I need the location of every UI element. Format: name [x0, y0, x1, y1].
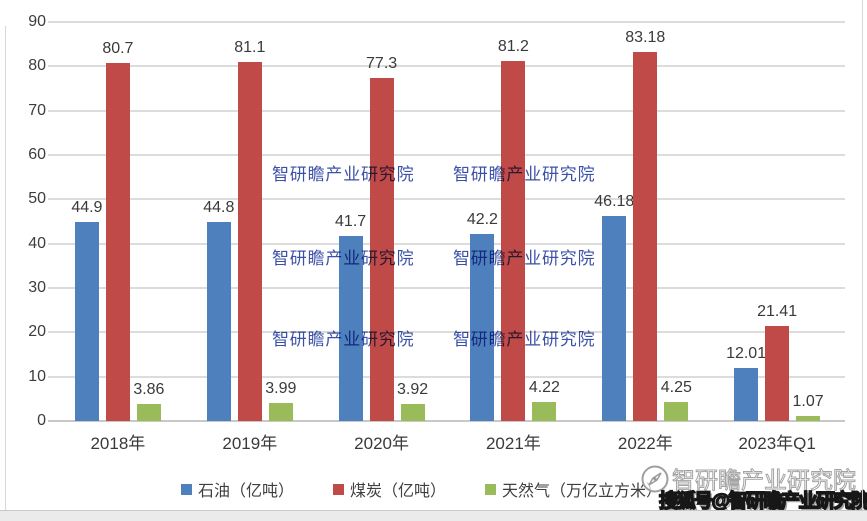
value-label-coal-2019年: 81.1: [234, 38, 266, 56]
y-axis-tick-label: 70: [28, 101, 46, 119]
bar-oil-2018年: [74, 221, 99, 421]
bar-gas-2023年Q1: [796, 416, 821, 421]
bar-coal-2020年: [369, 78, 394, 421]
bar-gas-2021年: [532, 402, 557, 421]
sohu-watermark: 搜狐号@智研瞻产业研究院: [658, 490, 867, 513]
y-axis-tick-label: 40: [28, 234, 46, 252]
value-label-gas-2022年: 4.25: [660, 379, 692, 397]
gridline: [48, 109, 845, 112]
gridline: [48, 242, 845, 245]
legend-marker-oil: [181, 483, 192, 495]
watermark-text-0-1: 智研瞻产业研究院: [453, 165, 596, 184]
x-axis-category-label-2022年: 2022年: [617, 434, 673, 453]
bar-gas-2019年: [268, 403, 293, 421]
bar-oil-2022年: [602, 216, 627, 421]
gridline: [48, 154, 845, 156]
legend-label-oil: 石油（亿吨）: [198, 483, 295, 500]
source-watermark-text: 智研瞻产业研究院: [672, 467, 857, 494]
value-label-oil-2018年: 44.9: [71, 198, 103, 216]
gridline: [48, 65, 845, 68]
y-axis-tick-label: 60: [28, 146, 46, 163]
y-axis-tick-label: 0: [37, 412, 46, 429]
legend-item-gas: 天然气（万亿立方米）: [485, 480, 663, 500]
gridline: [48, 21, 845, 23]
legend-marker-gas: [485, 483, 496, 495]
watermark-text-1-1: 智研瞻产业研究院: [453, 249, 596, 268]
value-label-coal-2022年: 83.18: [625, 29, 666, 47]
value-label-coal-2021年: 81.2: [497, 38, 529, 55]
gridline: [48, 331, 845, 334]
legend-label-coal: 煤炭（亿吨）: [350, 483, 447, 500]
gridline: [48, 375, 845, 378]
gridline: [48, 287, 845, 289]
compass-logo-icon: [640, 464, 670, 494]
legend-item-oil: 石油（亿吨）: [181, 480, 295, 500]
frame-border-left: [5, 26, 6, 510]
value-label-coal-2023年Q1: 21.41: [757, 303, 798, 321]
x-axis-category-label-2020年: 2020年: [354, 434, 409, 453]
bar-coal-2021年: [501, 61, 526, 421]
x-axis-category-label-2021年: 2021年: [485, 434, 541, 453]
x-axis-category-label-2023年Q1: 2023年Q1: [738, 434, 816, 453]
value-label-gas-2018年: 3.86: [133, 380, 165, 398]
value-label-gas-2020年: 3.92: [397, 380, 429, 398]
value-label-oil-2019年: 44.8: [203, 199, 235, 217]
watermark-text-2-1: 智研瞻产业研究院: [453, 330, 596, 349]
value-label-gas-2021年: 4.22: [528, 379, 560, 397]
x-axis-line: [48, 420, 845, 422]
value-label-gas-2019年: 3.99: [265, 380, 297, 398]
bar-gas-2018年: [136, 403, 161, 421]
watermark-text-0-0: 智研瞻产业研究院: [272, 165, 415, 184]
legend-item-coal: 煤炭（亿吨）: [333, 480, 447, 500]
x-axis-category-label-2019年: 2019年: [222, 434, 278, 453]
watermark-text-2-0: 智研瞻产业研究院: [272, 330, 415, 349]
y-axis-tick-label: 90: [28, 13, 46, 30]
value-label-gas-2023年Q1: 1.07: [792, 393, 824, 411]
bar-oil-2020年: [338, 236, 363, 421]
value-label-oil-2023年Q1: 12.01: [726, 344, 767, 362]
bottom-strip: [0, 510, 867, 521]
bar-coal-2022年: [633, 52, 658, 421]
y-axis-tick-label: 10: [28, 367, 46, 385]
y-axis-tick-label: 50: [28, 190, 46, 208]
watermark-text-1-0: 智研瞻产业研究院: [272, 249, 415, 268]
value-label-oil-2022年: 46.18: [594, 193, 635, 211]
legend-marker-coal: [333, 483, 344, 495]
gridline: [48, 198, 845, 201]
bar-oil-2019年: [206, 222, 231, 421]
value-label-oil-2020年: 41.7: [335, 213, 367, 231]
y-axis-tick-label: 30: [28, 279, 46, 296]
legend-label-gas: 天然气（万亿立方米）: [502, 483, 663, 500]
value-label-coal-2020年: 77.3: [366, 55, 398, 73]
bar-gas-2022年: [664, 402, 689, 421]
y-axis-tick-label: 20: [28, 323, 46, 341]
bar-oil-2021年: [470, 233, 495, 421]
bar-coal-2019年: [237, 61, 262, 421]
frame-border-right: [862, 0, 863, 510]
value-label-oil-2021年: 42.2: [466, 210, 498, 228]
bar-gas-2020年: [400, 403, 425, 421]
bar-coal-2018年: [105, 63, 130, 421]
y-axis-tick-label: 80: [28, 57, 46, 75]
value-label-coal-2018年: 80.7: [102, 40, 134, 58]
bar-coal-2023年Q1: [765, 326, 790, 421]
x-axis-category-label-2018年: 2018年: [90, 434, 146, 453]
bar-oil-2023年Q1: [734, 367, 759, 421]
